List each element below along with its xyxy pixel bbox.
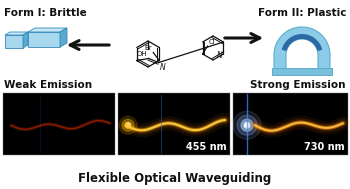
Text: 730 nm: 730 nm [304,142,345,152]
Circle shape [245,124,248,127]
Text: Br: Br [145,44,152,50]
Polygon shape [60,28,67,47]
Polygon shape [28,32,60,47]
Circle shape [241,119,253,131]
Circle shape [233,111,261,139]
Polygon shape [274,27,330,69]
Text: Form I: Brittle: Form I: Brittle [4,8,87,18]
Text: OH: OH [136,51,147,57]
Circle shape [126,124,130,127]
Circle shape [125,122,131,128]
Text: Form II: Plastic: Form II: Plastic [258,8,346,18]
Polygon shape [28,28,67,32]
Text: Strong Emission: Strong Emission [251,80,346,90]
Polygon shape [5,35,23,48]
Circle shape [119,116,137,134]
Text: Weak Emission: Weak Emission [4,80,92,90]
Polygon shape [282,34,322,51]
Polygon shape [23,32,28,48]
Polygon shape [3,93,115,155]
Text: Flexible Optical Waveguiding: Flexible Optical Waveguiding [78,172,272,185]
Circle shape [122,119,134,131]
Text: Cl: Cl [209,39,215,45]
Text: N: N [217,50,222,60]
Polygon shape [118,93,230,155]
Text: 455 nm: 455 nm [186,142,227,152]
Polygon shape [233,93,348,155]
Text: N: N [160,64,166,73]
Polygon shape [5,32,28,35]
Circle shape [244,122,250,128]
Polygon shape [272,68,332,75]
Circle shape [237,115,257,135]
